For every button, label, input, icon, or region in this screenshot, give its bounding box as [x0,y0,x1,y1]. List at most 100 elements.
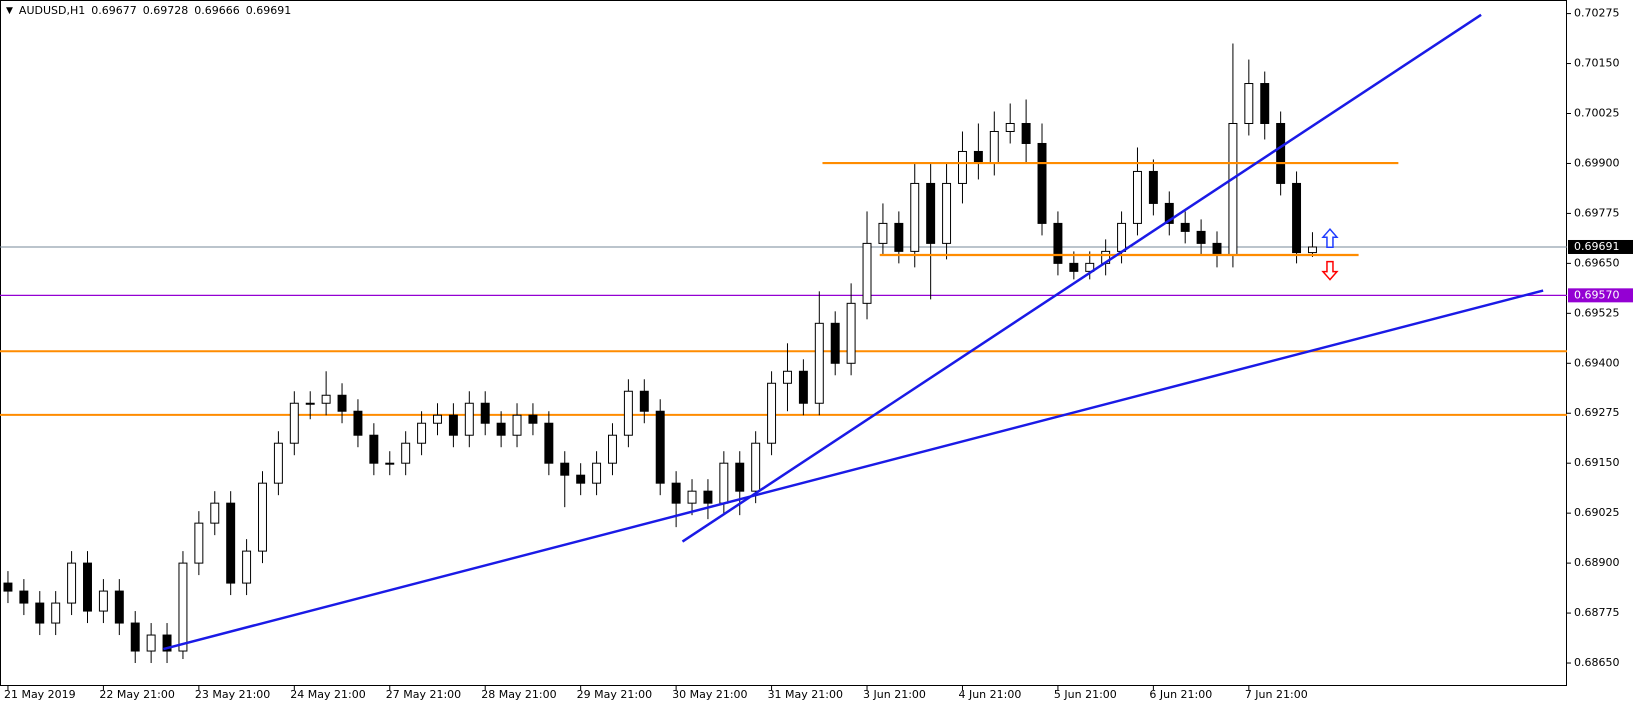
x-tick-label: 24 May 21:00 [290,688,365,701]
candle-body [1164,202,1174,224]
y-tick-label: 0.68900 [1574,556,1620,569]
x-tick-label: 31 May 21:00 [768,688,843,701]
candle-body [1085,262,1095,272]
candle-body [1307,246,1317,254]
candle-body [289,402,299,444]
candle-body [480,402,490,424]
y-tick-label: 0.69400 [1574,356,1620,369]
low-value: 0.69666 [194,4,240,17]
y-tick-label: 0.69650 [1574,256,1620,269]
y-tick-label: 0.70025 [1574,107,1620,120]
x-tick-label: 29 May 21:00 [577,688,652,701]
candle-body [448,414,458,436]
candle-body [1037,142,1047,224]
bid-label: 0.69691 [1574,240,1620,253]
candle-body [576,474,586,484]
candle-body [51,602,61,624]
y-tick-label: 0.69025 [1574,506,1620,519]
candle-body [926,182,936,244]
bid-label-box [1568,239,1633,254]
candle-body [767,382,777,444]
candle-body [1117,222,1127,252]
candle-body [894,222,904,252]
x-tick-label: 6 Jun 21:00 [1149,688,1212,701]
candle-body [114,590,124,624]
candle-body [862,242,872,304]
candle-body [1292,182,1302,254]
y-tick-label: 0.69525 [1574,306,1620,319]
x-tick-label: 27 May 21:00 [386,688,461,701]
chart-title: AUDUSD,H1 [18,4,86,17]
candle-body [210,502,220,524]
candle-body [3,582,13,592]
candle-body [1276,122,1286,184]
candle-body [83,562,92,612]
candle-body [401,442,411,464]
candle-body [369,434,379,464]
candle-body [687,490,697,504]
y-tick-label: 0.68650 [1574,656,1620,669]
candle-body [528,414,538,424]
candle-body [385,462,395,465]
x-tick-label: 22 May 21:00 [99,688,174,701]
trend-line [681,13,1482,543]
x-tick-label: 5 Jun 21:00 [1054,688,1117,701]
candle-body [305,402,315,405]
candle-body [226,502,236,584]
candle-body [1132,170,1142,224]
candle-body [989,130,999,164]
candle-body [910,182,920,252]
x-tick-label: 7 Jun 21:00 [1245,688,1308,701]
y-tick-label: 0.70150 [1574,57,1620,70]
candle-body [639,390,649,412]
candle-body [1148,170,1158,204]
candle-body [1196,230,1206,244]
candle-body [417,422,427,444]
candle-body [273,442,283,484]
x-tick-label: 21 May 2019 [4,688,76,701]
candle-body [1180,222,1190,232]
candle-body [942,182,952,244]
candle-body [973,150,983,164]
candle-body [35,602,45,624]
candle-body [1053,222,1063,264]
trend-line [163,289,1544,651]
candle-body [798,370,808,404]
candle-body [162,634,172,652]
candle-body [655,410,665,484]
level-label-box [1568,288,1633,303]
candle-body [1069,262,1079,272]
candle-body [560,462,570,476]
y-tick-label: 0.70275 [1574,7,1620,20]
signal-arrow [1321,228,1339,248]
candle-body [178,562,188,652]
candle-body [846,302,856,364]
candle-body [98,590,108,612]
x-tick-label: 4 Jun 21:00 [958,688,1021,701]
candle-body [544,422,554,464]
candle-body [1260,83,1270,124]
plot-frame [0,0,1567,686]
close-value: 0.69691 [245,4,292,17]
candle-body [67,562,77,604]
candle-body [735,462,745,492]
candle-body [353,410,363,436]
candle-body [814,322,824,404]
chart-header: ▼ AUDUSD,H1 0.69677 0.69728 0.69666 0.69… [6,4,291,17]
candle-body [337,394,347,412]
candle-body [146,634,156,652]
candle-body [751,442,761,492]
candle-body [719,462,729,504]
signal-arrow [1321,260,1339,281]
y-tick-label: 0.69150 [1574,456,1620,469]
menu-triangle: ▼ [6,5,13,16]
high-value: 0.69728 [142,4,189,17]
y-tick-label: 0.69275 [1574,406,1620,419]
candle-body [830,322,840,364]
y-tick-label: 0.68775 [1574,606,1620,619]
candle-body [703,490,713,504]
candle-body [1228,122,1238,256]
open-value: 0.69677 [91,4,137,17]
candle-body [1021,122,1031,144]
